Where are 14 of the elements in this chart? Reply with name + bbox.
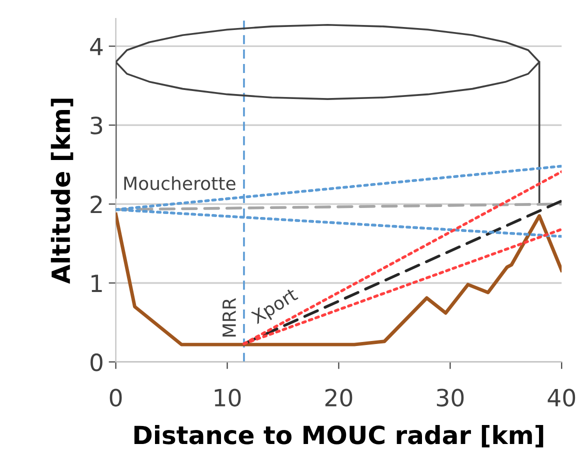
x-tick-label: 0 [110,388,122,407]
y-tick-label: 0 [90,353,102,372]
y-tick-label: 1 [92,274,102,292]
y-tick-label: 3 [90,116,102,134]
x-tick-label: 40 [548,388,576,407]
y-tick-label: 4 [90,38,103,56]
x-tick-label: 30 [436,388,464,407]
x-axis-title: Distance to MOUC radar [km] [134,425,544,448]
x-tick-label: 20 [325,388,352,407]
annotation: Moucherotte [124,176,236,190]
ref-line-label: MRR [222,298,236,336]
y-axis-title: Altitude [km] [50,98,74,284]
x-tick-label: 10 [214,388,241,407]
y-tick-label: 2 [90,196,102,214]
